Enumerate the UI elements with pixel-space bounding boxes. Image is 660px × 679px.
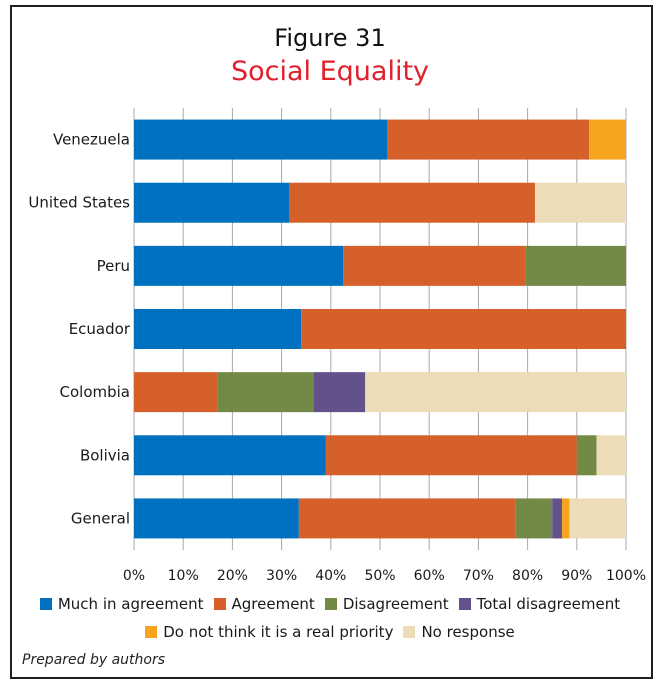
legend-swatch [145, 626, 158, 638]
bar-segment [134, 372, 218, 413]
legend-swatch [39, 598, 52, 610]
y-tick-label: Ecuador [69, 320, 131, 338]
bar-segment [562, 498, 570, 539]
x-tick-label: 20% [217, 568, 248, 584]
figure-label: Figure 31 [274, 24, 386, 52]
bar-segment [134, 182, 289, 223]
bar-segment [576, 435, 597, 476]
x-tick-label: 0% [123, 568, 145, 584]
legend-label: Disagreement [342, 595, 449, 613]
bar-segment [134, 309, 302, 349]
legend-swatch [403, 626, 416, 638]
legend-label: Total disagreement [476, 595, 621, 613]
bar-segment [589, 119, 626, 160]
bar-segment [387, 119, 590, 160]
stacked-bar-chart: Venezuela United States Peru Ecuador Colombi… [28, 108, 646, 584]
legend-item: Agreement [213, 595, 315, 613]
legend-label: Agreement [231, 595, 315, 613]
y-tick-label: Colombia [60, 383, 131, 401]
y-tick-label: Peru [97, 257, 130, 275]
bar-segment [525, 245, 626, 286]
y-tick-label: Venezuela [53, 131, 130, 149]
x-tick-label: 40% [315, 568, 346, 584]
legend-label: Do not think it is a real priority [163, 623, 394, 641]
bar-segment [343, 245, 526, 286]
x-tick-label: 60% [414, 568, 445, 584]
bar-segment [134, 119, 388, 160]
bar-segment [313, 372, 366, 413]
legend-row-2: Do not think it is a real priority No res… [0, 623, 660, 641]
x-tick-label: 50% [364, 568, 395, 584]
bar-segment [552, 498, 563, 539]
x-tick-label: 70% [463, 568, 494, 584]
bar-segment [365, 372, 626, 413]
legend-row-1: Much in agreement Agreement Disagreement To… [0, 595, 660, 613]
legend-item: Do not think it is a real priority [145, 623, 393, 641]
legend-item: Disagreement [324, 595, 449, 613]
legend-item: Total disagreement [458, 595, 621, 613]
bar-segment [288, 182, 535, 223]
bar-segment [134, 498, 299, 539]
bar-segment [217, 372, 314, 413]
x-tick-label: 90% [561, 568, 592, 584]
legend-swatch [458, 598, 471, 610]
bar-segment [134, 245, 344, 286]
y-tick-label: General [71, 509, 130, 527]
bar-segment [325, 435, 577, 476]
bar-segment [134, 435, 326, 476]
chart-title: Social Equality [230, 56, 430, 87]
x-tick-label: 80% [512, 568, 543, 584]
x-tick-label: 30% [266, 568, 297, 584]
legend-item: No response [403, 623, 515, 641]
bar-segment [569, 498, 626, 539]
legend-swatch [213, 598, 226, 610]
bar-segment [515, 498, 553, 539]
legend-swatch [324, 598, 337, 610]
x-tick-label: 100% [606, 568, 646, 584]
bar-segment [301, 309, 626, 349]
legend-label: No response [421, 623, 515, 641]
y-tick-label: United States [28, 194, 130, 212]
bar-segment [534, 182, 626, 223]
legend-item: Much in agreement [39, 595, 204, 613]
bar-segment [298, 498, 516, 539]
source-note: Prepared by authors [22, 652, 166, 668]
bar-segment [596, 435, 626, 476]
legend-label: Much in agreement [57, 595, 204, 613]
y-tick-label: Bolivia [80, 446, 130, 464]
x-tick-label: 10% [168, 568, 199, 584]
